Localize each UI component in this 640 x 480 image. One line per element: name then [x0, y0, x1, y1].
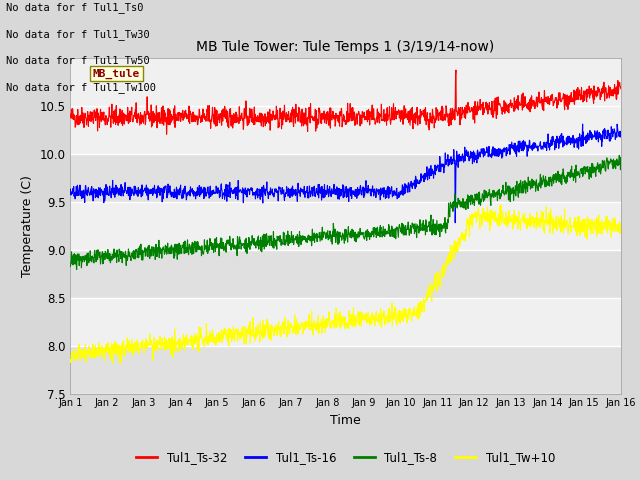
Y-axis label: Temperature (C): Temperature (C)	[21, 175, 34, 276]
Bar	[70, 346, 621, 394]
Text: MB_tule: MB_tule	[93, 69, 140, 79]
Bar	[70, 298, 621, 346]
Legend: Tul1_Ts-32, Tul1_Ts-16, Tul1_Ts-8, Tul1_Tw+10: Tul1_Ts-32, Tul1_Ts-16, Tul1_Ts-8, Tul1_…	[131, 446, 560, 469]
Bar	[70, 202, 621, 250]
Bar	[70, 250, 621, 298]
X-axis label: Time: Time	[330, 414, 361, 427]
Text: No data for f Tul1_Ts0: No data for f Tul1_Ts0	[6, 2, 144, 13]
Text: No data for f Tul1_Tw100: No data for f Tul1_Tw100	[6, 82, 156, 93]
Bar	[70, 106, 621, 154]
Text: No data for f Tul1_Tw30: No data for f Tul1_Tw30	[6, 29, 150, 40]
Title: MB Tule Tower: Tule Temps 1 (3/19/14-now): MB Tule Tower: Tule Temps 1 (3/19/14-now…	[196, 40, 495, 54]
Text: No data for f Tul1_Tw50: No data for f Tul1_Tw50	[6, 55, 150, 66]
Bar	[70, 154, 621, 202]
